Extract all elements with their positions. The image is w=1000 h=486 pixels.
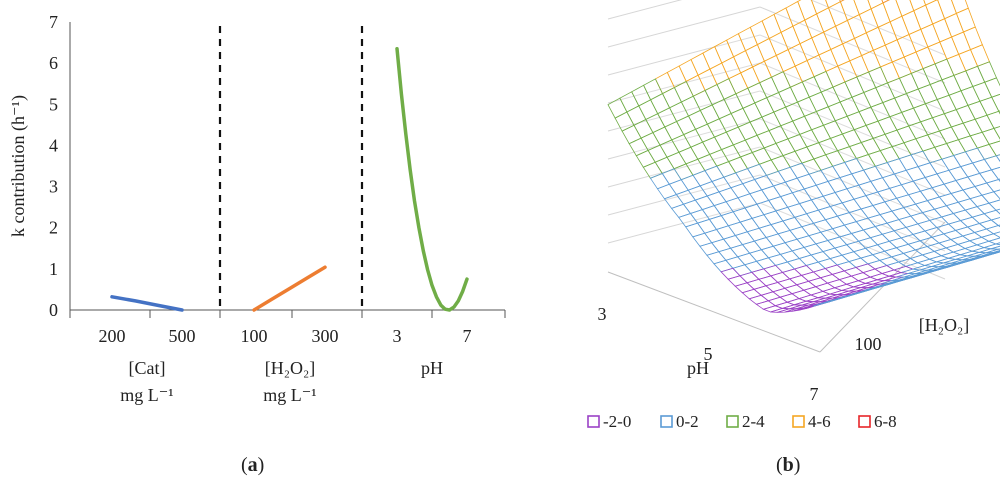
y-tick-label: 1 bbox=[49, 259, 58, 279]
x-tick-label: 500 bbox=[169, 326, 196, 346]
back-wall-gridline bbox=[607, 118, 761, 160]
x-tick-label: 200 bbox=[99, 326, 126, 346]
factor-label: pH bbox=[421, 358, 443, 378]
y-tick-label: 5 bbox=[49, 94, 58, 114]
legend-label: 6-8 bbox=[874, 412, 897, 431]
response-surface bbox=[607, 0, 1000, 313]
surface-x-tick: 5 bbox=[704, 344, 713, 364]
factor-unit: mg L⁻¹ bbox=[120, 385, 173, 405]
x-tick-marks bbox=[69, 310, 506, 318]
side-wall-gridline bbox=[759, 90, 946, 168]
y-tick-labels: 0 1 2 3 4 5 6 7 bbox=[49, 12, 58, 320]
panel-label-a: (a) bbox=[241, 454, 265, 476]
panel-label-b: (b) bbox=[776, 454, 801, 476]
legend-label: 4-6 bbox=[808, 412, 831, 431]
back-wall-gridline bbox=[607, 62, 761, 104]
x-tick-labels: 200 500 100 300 3 7 bbox=[99, 326, 472, 346]
side-wall-gridline bbox=[759, 34, 946, 112]
x-axis-title-ph: pH bbox=[687, 358, 709, 378]
legend-label: 0-2 bbox=[676, 412, 699, 431]
series-lines bbox=[110, 46, 469, 312]
back-wall-gridline bbox=[607, 6, 761, 48]
y-tick-label: 4 bbox=[49, 135, 58, 155]
series-line bbox=[395, 46, 469, 312]
back-wall-gridline bbox=[607, 0, 683, 20]
back-wall-gridline bbox=[607, 146, 761, 188]
panel-a-letter: a bbox=[247, 454, 258, 476]
legend-swatch bbox=[587, 415, 600, 428]
side-wall-gridline bbox=[759, 202, 946, 280]
surface-y-tick: 100 bbox=[855, 334, 882, 354]
legend-swatch bbox=[660, 415, 673, 428]
factor-label: [H₂O₂] bbox=[265, 358, 316, 378]
legend-label: -2-0 bbox=[603, 412, 631, 431]
side-wall-gridline bbox=[759, 62, 946, 140]
y-tick-label: 2 bbox=[49, 218, 58, 238]
back-wall-gridline bbox=[607, 34, 761, 76]
y-tick-label: 6 bbox=[49, 53, 58, 73]
x-tick-label: 300 bbox=[312, 326, 339, 346]
panel-a-line-chart: 0 1 2 3 4 5 6 7 k contribution (h⁻¹) 200 500 100 3… bbox=[8, 12, 506, 405]
factor-unit: mg L⁻¹ bbox=[263, 385, 316, 405]
panel-b-surface-chart: 357100200300 pH [H₂O₂] -2-00-22-44-66-8 bbox=[587, 0, 1000, 431]
side-wall-gridline bbox=[809, 0, 946, 56]
panel-b-letter: b bbox=[782, 454, 794, 476]
x-tick-label: 7 bbox=[463, 326, 472, 346]
y-axis-title-h2o2: [H₂O₂] bbox=[919, 315, 970, 335]
legend-swatch bbox=[726, 415, 739, 428]
x-tick-label: 100 bbox=[241, 326, 268, 346]
back-wall-gridline bbox=[607, 202, 761, 244]
surface-tick-labels: 357100200300 bbox=[598, 304, 882, 404]
y-tick-label: 7 bbox=[49, 12, 58, 32]
x-tick-label: 3 bbox=[393, 326, 402, 346]
surface-cell bbox=[812, 299, 833, 307]
side-wall-gridline bbox=[759, 6, 946, 84]
factor-labels: [Cat] mg L⁻¹ [H₂O₂] mg L⁻¹ pH bbox=[120, 358, 443, 405]
y-tick-label: 0 bbox=[49, 300, 58, 320]
surface-legend: -2-0 0-2 2-4 4-6 6-8 bbox=[587, 412, 897, 431]
surface-x-tick: 3 bbox=[598, 304, 607, 324]
surface-x-tick: 7 bbox=[810, 384, 819, 404]
y-tick-label: 3 bbox=[49, 177, 58, 197]
segment-separators bbox=[218, 26, 364, 310]
legend-label: 2-4 bbox=[742, 412, 765, 431]
factor-label: [Cat] bbox=[129, 358, 166, 378]
y-axis-title: k contribution (h⁻¹) bbox=[8, 95, 29, 237]
legend-swatch bbox=[792, 415, 805, 428]
legend-swatch bbox=[858, 415, 871, 428]
floor-edge bbox=[607, 271, 821, 353]
back-wall-gridline bbox=[607, 174, 761, 216]
series-line bbox=[252, 265, 327, 312]
side-wall-gridline bbox=[759, 174, 946, 252]
side-wall-gridline bbox=[759, 146, 946, 224]
series-line bbox=[110, 295, 184, 312]
